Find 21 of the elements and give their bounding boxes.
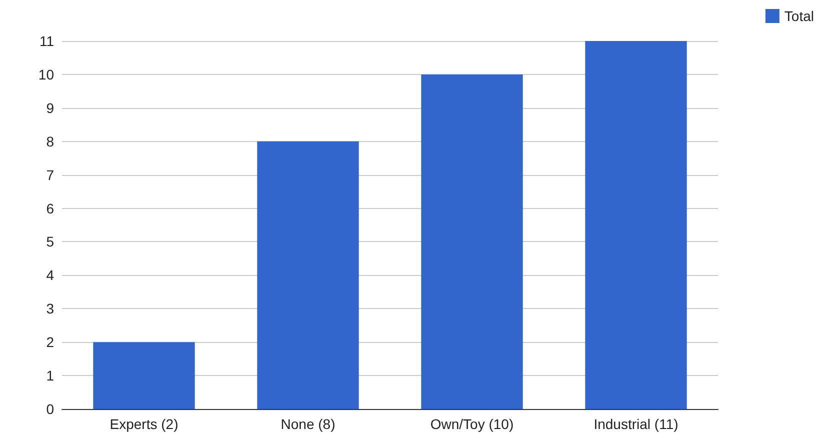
- x-tick-label: Own/Toy (10): [430, 416, 514, 432]
- y-tick-label: 0: [46, 401, 54, 417]
- bar: [585, 41, 687, 409]
- bar: [421, 74, 523, 409]
- y-tick-label: 7: [46, 166, 54, 183]
- y-tick-label: 6: [46, 200, 54, 216]
- bar: [93, 342, 195, 409]
- x-tick-label: Experts (2): [110, 416, 178, 432]
- y-tick-label: 11: [39, 33, 54, 49]
- x-tick-label: None (8): [280, 416, 336, 432]
- y-tick-label: 8: [46, 133, 54, 150]
- legend-label: Total: [784, 8, 814, 24]
- y-tick-label: 1: [46, 368, 54, 384]
- y-tick-label: 5: [46, 234, 54, 250]
- y-tick-label: 9: [46, 100, 54, 116]
- y-tick-label: 2: [46, 334, 54, 350]
- y-tick-label: 3: [46, 300, 54, 317]
- x-tick-label: Industrial (11): [594, 416, 678, 432]
- y-tick-label: 10: [38, 66, 54, 82]
- bar: [257, 141, 359, 409]
- y-tick-label: 4: [46, 267, 54, 284]
